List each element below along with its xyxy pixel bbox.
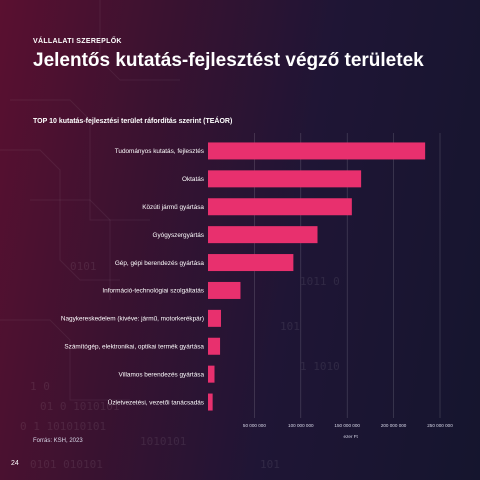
svg-text:1011 0: 1011 0 bbox=[300, 275, 340, 288]
svg-text:0 1 101010101: 0 1 101010101 bbox=[20, 420, 106, 433]
category-label: Nagykereskedelem (kivéve: jármű, motorke… bbox=[61, 316, 204, 323]
tick-label: 250 000 000 bbox=[427, 423, 453, 428]
bar bbox=[208, 309, 221, 327]
page-title: Jelentős kutatás-fejlesztést végző terül… bbox=[33, 50, 424, 71]
bar bbox=[208, 281, 241, 299]
bar bbox=[208, 254, 294, 272]
svg-text:0101 010101: 0101 010101 bbox=[30, 458, 103, 471]
category-label: Számítógép, elektronikai, optikai termék… bbox=[64, 343, 204, 350]
svg-text:1 1010: 1 1010 bbox=[300, 360, 340, 373]
category-label: Villamos berendezés gyártása bbox=[119, 371, 205, 378]
svg-text:101: 101 bbox=[280, 320, 300, 333]
bar bbox=[208, 170, 362, 188]
svg-text:1 0: 1 0 bbox=[30, 380, 50, 393]
bar bbox=[208, 226, 318, 244]
chart-title: TOP 10 kutatás-fejlesztési terület ráfor… bbox=[33, 118, 233, 125]
tick-label: 50 000 000 bbox=[243, 423, 266, 428]
category-label: Közúti jármű gyártása bbox=[142, 204, 204, 211]
svg-text:0101: 0101 bbox=[70, 260, 97, 273]
unit-label: ezer Ft bbox=[344, 434, 359, 439]
category-label: Üzletvezetési, vezetői tanácsadás bbox=[108, 398, 204, 406]
tick-label: 200 000 000 bbox=[381, 423, 407, 428]
bar bbox=[208, 337, 221, 355]
section-kicker: VÁLLALATI SZEREPLŐK bbox=[33, 38, 122, 45]
category-label: Tudományos kutatás, fejlesztés bbox=[115, 148, 204, 155]
bar bbox=[208, 198, 352, 216]
svg-text:01 0 1010101: 01 0 1010101 bbox=[40, 400, 119, 413]
category-label: Gyógyszergyártás bbox=[153, 232, 205, 239]
page-number: 24 bbox=[11, 460, 19, 467]
category-label: Gép, gépi berendezés gyártása bbox=[115, 260, 205, 267]
svg-text:101: 101 bbox=[260, 458, 280, 471]
tick-label: 150 000 000 bbox=[334, 423, 360, 428]
category-label: Oktatás bbox=[182, 176, 204, 183]
source-note: Forrás: KSH, 2023 bbox=[33, 438, 83, 444]
bar bbox=[208, 393, 213, 411]
bar bbox=[208, 365, 215, 383]
tick-label: 100 000 000 bbox=[288, 423, 314, 428]
svg-text:1010101: 1010101 bbox=[140, 435, 186, 448]
category-label: Információ-technológiai szolgáltatás bbox=[102, 288, 204, 295]
bar bbox=[208, 142, 426, 160]
